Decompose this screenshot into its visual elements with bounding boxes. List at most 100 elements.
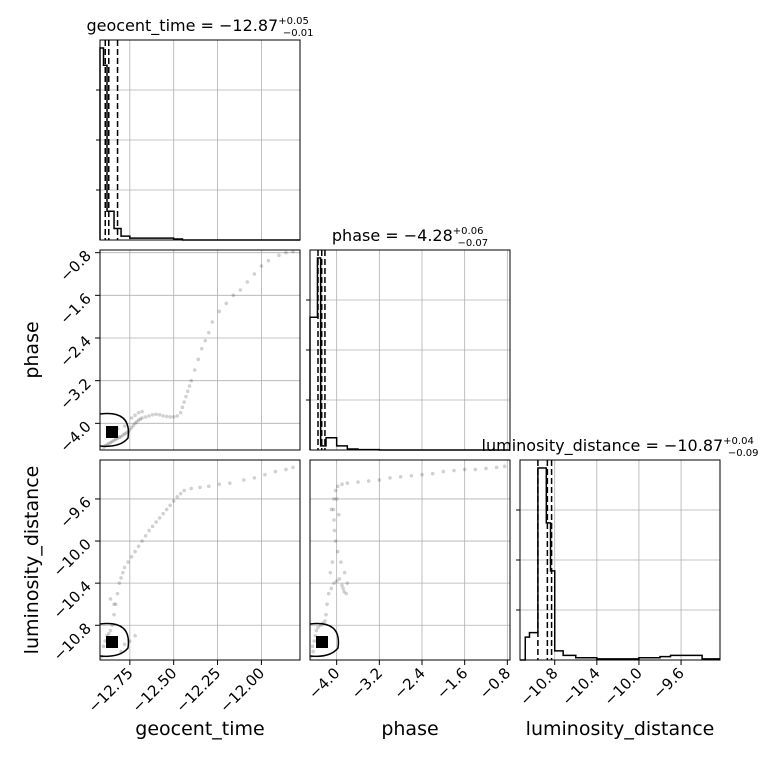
scatter-point bbox=[316, 625, 320, 630]
scatter-point bbox=[263, 472, 267, 477]
scatter-point bbox=[312, 639, 317, 643]
scatter-point bbox=[311, 649, 316, 654]
scatter-point bbox=[112, 602, 116, 607]
scatter-point bbox=[228, 481, 232, 485]
density-core bbox=[106, 636, 118, 648]
scatter-point bbox=[231, 293, 236, 298]
scatter-point bbox=[185, 389, 190, 394]
x-tick-label: −4.0 bbox=[305, 664, 343, 702]
x-tick-label: −12.25 bbox=[172, 664, 224, 716]
scatter-point bbox=[345, 581, 350, 585]
y-tick-label: −2.4 bbox=[56, 332, 94, 370]
scatter-point bbox=[337, 512, 341, 517]
scatter-point bbox=[340, 583, 344, 588]
y-axis-label-luminosity_distance: luminosity_distance bbox=[21, 466, 43, 655]
scatter-point bbox=[138, 417, 143, 421]
scatter-point bbox=[117, 435, 122, 440]
scatter-point bbox=[164, 507, 169, 512]
scatter-point bbox=[178, 410, 183, 415]
scatter-point bbox=[339, 560, 343, 564]
scatter-point bbox=[192, 368, 197, 372]
scatter-point bbox=[340, 482, 344, 487]
marginal-panel-geocent_time bbox=[99, 39, 301, 241]
scatter-point bbox=[329, 507, 334, 512]
scatter-point bbox=[284, 467, 288, 472]
scatter-point bbox=[133, 633, 137, 638]
scatter-point bbox=[345, 481, 350, 485]
scatter-point bbox=[108, 440, 113, 445]
scatter-point bbox=[441, 469, 446, 474]
y-axis-label-phase: phase bbox=[21, 321, 43, 378]
scatter-point bbox=[206, 330, 211, 335]
y-tick-label: −10.0 bbox=[50, 535, 95, 580]
scatter-point bbox=[154, 412, 158, 417]
scatter-point bbox=[110, 439, 115, 444]
scatter-point bbox=[154, 520, 158, 524]
scatter-point bbox=[187, 384, 192, 388]
scatter-point bbox=[252, 476, 257, 480]
scatter-point bbox=[140, 539, 144, 543]
scatter-point bbox=[122, 565, 127, 570]
scatter-point bbox=[284, 250, 288, 255]
scatter-point bbox=[129, 416, 134, 420]
scatter-point bbox=[178, 491, 183, 496]
x-tick-label: −1.6 bbox=[433, 664, 471, 702]
scatter-point bbox=[333, 488, 338, 493]
scatter-point bbox=[252, 272, 257, 276]
scatter-point bbox=[377, 478, 382, 482]
scatter-point bbox=[462, 467, 467, 472]
scatter-point bbox=[189, 378, 194, 383]
scatter-point bbox=[157, 413, 162, 417]
scatter-point bbox=[331, 507, 336, 512]
scatter-point bbox=[325, 602, 329, 607]
scatter-point bbox=[124, 431, 129, 435]
density-core bbox=[106, 426, 118, 438]
scatter-point bbox=[328, 570, 333, 575]
y-tick-label: −0.8 bbox=[56, 247, 94, 285]
density-contour bbox=[310, 622, 340, 658]
density-contour bbox=[100, 412, 130, 448]
x-tick-label: −12.50 bbox=[129, 664, 181, 716]
scatter-point bbox=[314, 628, 319, 633]
scatter-point bbox=[199, 346, 204, 351]
scatter-point bbox=[238, 288, 243, 292]
title-luminosity_distance: luminosity_distance = −10.87+0.04 −0.09 bbox=[482, 436, 759, 459]
scatter-point bbox=[129, 555, 134, 559]
scatter-panel-luminosity_distance-vs-phase bbox=[309, 459, 511, 661]
scatter-point bbox=[133, 421, 137, 426]
x-tick-label: −10.0 bbox=[601, 664, 646, 709]
x-tick-label: −9.6 bbox=[649, 664, 687, 702]
x-tick-label: −2.4 bbox=[390, 664, 428, 702]
y-tick-label: −1.6 bbox=[56, 289, 94, 327]
histogram-geocent_time bbox=[99, 47, 300, 241]
x-tick-label: −12.75 bbox=[85, 664, 137, 716]
scatter-point bbox=[131, 423, 136, 428]
scatter-point bbox=[175, 414, 179, 418]
scatter-point bbox=[332, 581, 336, 585]
scatter-point bbox=[161, 511, 165, 516]
marginal-panel-phase bbox=[309, 249, 511, 451]
y-tick-label: −4.0 bbox=[56, 417, 94, 455]
scatter-point bbox=[337, 577, 342, 581]
scatter-point bbox=[121, 433, 125, 437]
scatter-point bbox=[106, 441, 111, 446]
scatter-point bbox=[133, 549, 137, 554]
scatter-point bbox=[136, 544, 141, 549]
scatter-point bbox=[121, 570, 125, 575]
histogram-luminosity_distance bbox=[520, 467, 720, 661]
scatter-point bbox=[189, 486, 194, 491]
x-tick-label: −10.4 bbox=[558, 664, 603, 709]
scatter-point bbox=[136, 410, 141, 415]
title-geocent_time: geocent_time = −12.87+0.05 −0.01 bbox=[86, 16, 313, 39]
scatter-point bbox=[473, 467, 478, 472]
scatter-point bbox=[206, 484, 211, 489]
scatter-point bbox=[150, 413, 155, 417]
scatter-point bbox=[356, 480, 360, 484]
scatter-point bbox=[126, 560, 130, 564]
scatter-point bbox=[182, 400, 187, 404]
y-tick-label: −9.6 bbox=[56, 493, 94, 531]
scatter-point bbox=[224, 301, 229, 306]
scatter-point bbox=[203, 338, 208, 343]
density-contour bbox=[100, 622, 130, 658]
scatter-point bbox=[452, 468, 456, 473]
